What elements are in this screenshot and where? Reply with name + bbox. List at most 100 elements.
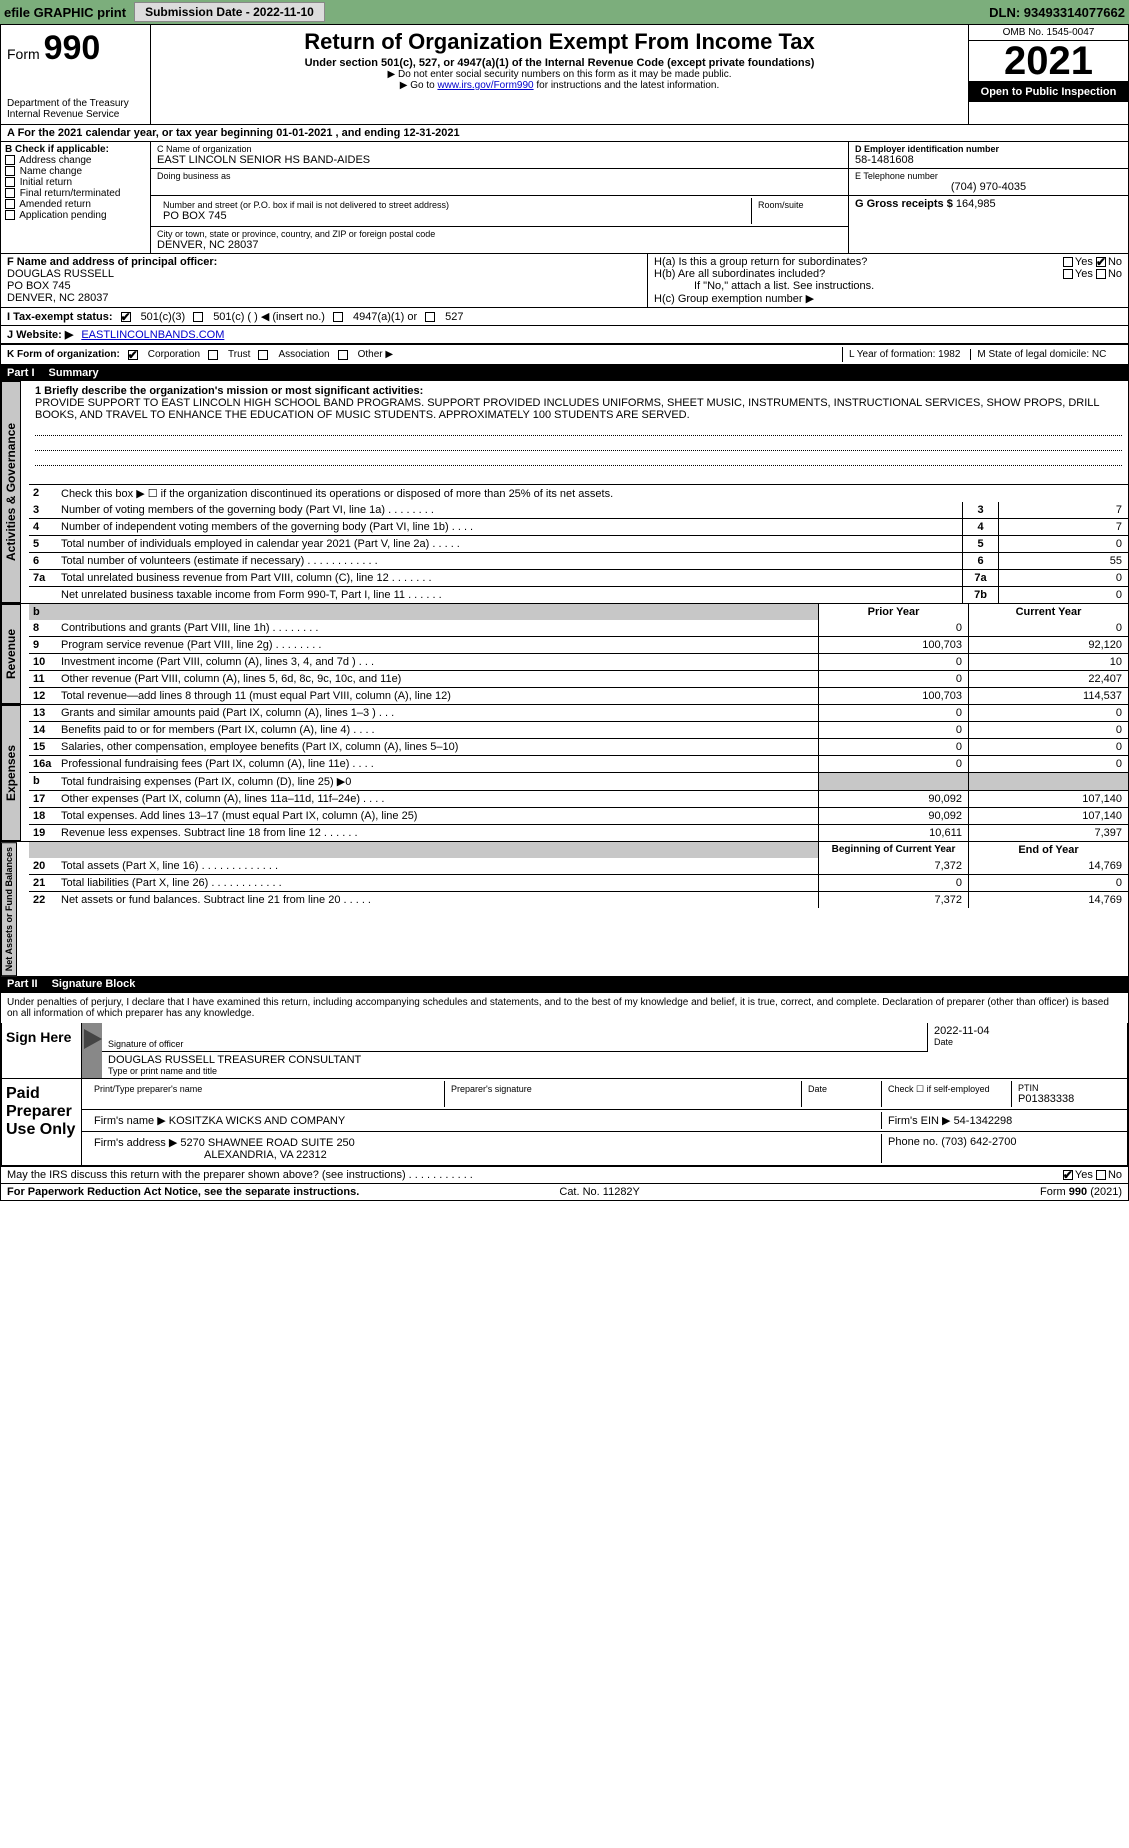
k-other[interactable] [338,350,348,360]
money-line: 11Other revenue (Part VIII, column (A), … [29,670,1128,687]
money-line: 8Contributions and grants (Part VIII, li… [29,620,1128,636]
ssn-note: ▶ Do not enter social security numbers o… [155,69,964,80]
state-domicile: M State of legal domicile: NC [970,349,1106,360]
website-link[interactable]: EASTLINCOLNBANDS.COM [81,329,224,341]
money-line: 22Net assets or fund balances. Subtract … [29,891,1128,908]
discuss-yes[interactable] [1063,1170,1073,1180]
room-label: Room/suite [752,198,842,224]
ha-yes[interactable] [1063,257,1073,267]
summary-line: 3Number of voting members of the governi… [29,502,1128,518]
firm-name: KOSITZKA WICKS AND COMPANY [169,1115,345,1127]
officer-name: DOUGLAS RUSSELL [7,268,641,280]
row-j: J Website: ▶ EASTLINCOLNBANDS.COM [1,326,1128,344]
col-prior: Prior Year [818,604,968,620]
submission-date-button[interactable]: Submission Date - 2022-11-10 [134,2,325,22]
ha-no[interactable] [1096,257,1106,267]
tax-501c[interactable] [193,312,203,322]
line-a: A For the 2021 calendar year, or tax yea… [1,125,1128,142]
officer-addr2: DENVER, NC 28037 [7,292,641,304]
phone: (704) 970-4035 [855,181,1122,193]
money-line: bTotal fundraising expenses (Part IX, co… [29,772,1128,790]
money-line: 10Investment income (Part VIII, column (… [29,653,1128,670]
penalties-text: Under penalties of perjury, I declare th… [1,992,1128,1023]
activities-governance: Activities & Governance 1 Briefly descri… [1,381,1128,603]
street-label: Number and street (or P.O. box if mail i… [163,200,745,210]
block-deg: D Employer identification number 58-1481… [848,142,1128,253]
city-label: City or town, state or province, country… [157,229,842,239]
money-line: 12Total revenue—add lines 8 through 11 (… [29,687,1128,704]
summary-line: 7aTotal unrelated business revenue from … [29,569,1128,586]
gross-receipts: 164,985 [956,198,996,210]
tax-4947[interactable] [333,312,343,322]
org-name-label: C Name of organization [157,144,842,154]
year-formation: L Year of formation: 1982 [849,349,960,360]
open-inspection: Open to Public Inspection [969,82,1128,102]
k-trust[interactable] [208,350,218,360]
block-b-opt: Final return/terminated [5,188,146,199]
part2-header: Part IISignature Block [1,976,1128,992]
summary-line: Net unrelated business taxable income fr… [29,586,1128,603]
tax-501c3[interactable] [121,312,131,322]
block-h: H(a) Is this a group return for subordin… [648,254,1128,307]
may-discuss-row: May the IRS discuss this return with the… [1,1166,1128,1183]
sign-here: Sign Here [2,1023,82,1078]
header-mid: Return of Organization Exempt From Incom… [151,25,968,124]
irs-link[interactable]: www.irs.gov/Form990 [437,80,533,91]
goto-note: ▶ Go to www.irs.gov/Form990 for instruct… [155,80,964,91]
summary-line: 6Total number of volunteers (estimate if… [29,552,1128,569]
hc-label: H(c) Group exemption number ▶ [654,292,1122,305]
mission-label: 1 Briefly describe the organization's mi… [35,385,423,397]
form-subtitle: Under section 501(c), 527, or 4947(a)(1)… [155,57,964,69]
money-line: 18Total expenses. Add lines 13–17 (must … [29,807,1128,824]
form-title: Return of Organization Exempt From Incom… [155,29,964,55]
org-name: EAST LINCOLN SENIOR HS BAND-AIDES [157,154,842,166]
block-b-opt: Application pending [5,210,146,221]
money-line: 9Program service revenue (Part VIII, lin… [29,636,1128,653]
row-k-lm: K Form of organization: Corporation Trus… [1,345,1128,365]
paid-preparer-label: Paid Preparer Use Only [2,1079,82,1165]
signature-block: Sign Here Signature of officer 2022-11-0… [1,1023,1128,1166]
irs-label: Internal Revenue Service [7,109,144,120]
phone-label: E Telephone number [855,171,1122,181]
hb-no[interactable] [1096,269,1106,279]
tax-year: 2021 [969,41,1128,82]
money-line: 16aProfessional fundraising fees (Part I… [29,755,1128,772]
summary-line: 5Total number of individuals employed in… [29,535,1128,552]
money-line: 13Grants and similar amounts paid (Part … [29,705,1128,721]
col-current: Current Year [968,604,1128,620]
expenses-block: Expenses 13Grants and similar amounts pa… [1,704,1128,841]
block-b-opt: Name change [5,166,146,177]
k-assoc[interactable] [258,350,268,360]
ptin: P01383338 [1018,1093,1115,1105]
form-number: 990 [44,29,101,67]
row-i: I Tax-exempt status: 501(c)(3) 501(c) ( … [1,308,1128,326]
col-end: End of Year [968,842,1128,858]
block-b-title: B Check if applicable: [5,144,109,155]
block-c: C Name of organization EAST LINCOLN SENI… [151,142,848,253]
firm-addr2: ALEXANDRIA, VA 22312 [94,1149,327,1161]
k-corp[interactable] [128,350,138,360]
sig-officer-label: Signature of officer [108,1039,921,1049]
money-line: 17Other expenses (Part IX, column (A), l… [29,790,1128,807]
ein-label: D Employer identification number [855,144,999,154]
form-container: Form 990 Department of the Treasury Inte… [0,24,1129,1201]
efile-label: efile GRAPHIC print [4,5,126,20]
discuss-no[interactable] [1096,1170,1106,1180]
part1-header: Part ISummary [1,365,1128,381]
money-line: 20Total assets (Part X, line 16) . . . .… [29,858,1128,874]
street: PO BOX 745 [163,210,745,222]
block-b-g: B Check if applicable: Address change Na… [1,142,1128,254]
dba-label: Doing business as [157,171,842,181]
block-b-opt: Initial return [5,177,146,188]
tax-527[interactable] [425,312,435,322]
summary-line: 4Number of independent voting members of… [29,518,1128,535]
sig-date: 2022-11-04 [934,1025,1121,1037]
footer-row: For Paperwork Reduction Act Notice, see … [1,1183,1128,1200]
netassets-block: Net Assets or Fund Balances Beginning of… [1,841,1128,976]
block-b-opt: Amended return [5,199,146,210]
hb-yes[interactable] [1063,269,1073,279]
ein: 58-1481608 [855,154,1122,166]
header-right: OMB No. 1545-0047 2021 Open to Public In… [968,25,1128,124]
money-line: 19Revenue less expenses. Subtract line 1… [29,824,1128,841]
revenue-block: Revenue b Prior Year Current Year 8Contr… [1,603,1128,704]
